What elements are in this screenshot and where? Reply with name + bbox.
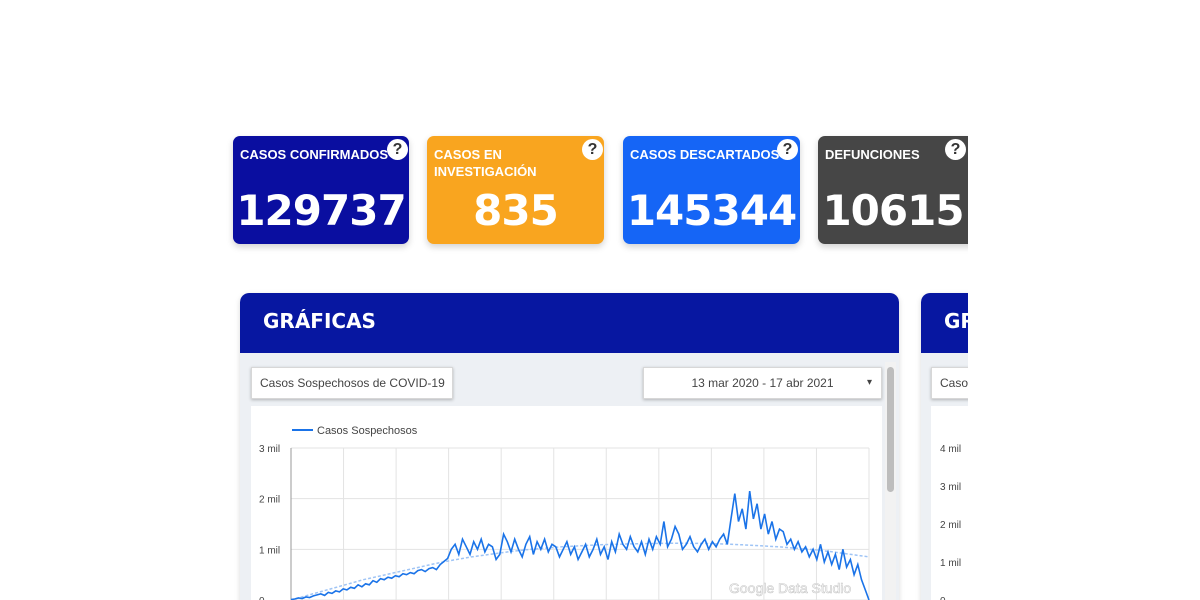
card-confirmed-cases: CASOS CONFIRMADOS ? 129737 <box>233 136 409 244</box>
y-tick-label: 2 mil <box>259 495 280 506</box>
y-tick-label: 1 mil <box>259 545 280 556</box>
metric-selector-value: Caso <box>940 376 968 390</box>
dashboard-viewport: CASOS CONFIRMADOS ? 129737 CASOS EN INVE… <box>233 136 968 600</box>
y-tick-label: 1 mil <box>940 558 961 569</box>
panel-title: GR <box>944 309 968 333</box>
card-title: CASOS EN INVESTIGACIÓN <box>434 147 537 179</box>
chart-area-secondary: 0 1 mil 2 mil 3 mil 4 mil <box>931 406 968 600</box>
watermark-text: Google Data Studio <box>729 580 851 596</box>
card-title: DEFUNCIONES <box>825 147 920 162</box>
metric-selector-value: Casos Sospechosos de COVID-19 <box>260 376 445 390</box>
dropdown-arrow-icon: ▾ <box>866 377 872 388</box>
panel-header: GRÁFICAS <box>240 293 899 353</box>
panel-header: GR <box>921 293 968 353</box>
card-value: 129737 <box>236 186 406 235</box>
card-value: 835 <box>473 186 559 235</box>
y-tick-label: 3 mil <box>940 482 961 493</box>
card-title: CASOS CONFIRMADOS <box>240 147 389 162</box>
scrollbar-thumb[interactable] <box>887 367 894 492</box>
y-tick-label: 4 mil <box>940 444 961 455</box>
card-title: CASOS DESCARTADOS <box>630 147 780 162</box>
chart-trend-line <box>290 542 870 600</box>
card-deaths: DEFUNCIONES ? 10615 <box>818 136 968 244</box>
vertical-scrollbar[interactable] <box>885 362 896 600</box>
y-tick-label: 0 <box>259 596 265 600</box>
chart-series-line <box>290 490 870 600</box>
y-tick-label: 3 mil <box>259 444 280 455</box>
card-value: 145344 <box>626 186 797 235</box>
y-tick-label: 2 mil <box>940 520 961 531</box>
metric-selector-secondary[interactable]: Caso <box>931 367 968 399</box>
legend-label: Casos Sospechosos <box>317 425 418 437</box>
chart-area: 0 1 mil 2 mil 3 mil Casos Sospechosos Googl… <box>251 406 882 600</box>
help-icon[interactable]: ? <box>387 139 408 160</box>
card-investigation-cases: CASOS EN INVESTIGACIÓN ? 835 <box>427 136 604 244</box>
secondary-chart: 0 1 mil 2 mil 3 mil 4 mil <box>940 444 961 600</box>
suspected-cases-chart: 0 1 mil 2 mil 3 mil Casos Sospechosos Googl… <box>259 425 870 600</box>
card-discarded-cases: CASOS DESCARTADOS ? 145344 <box>623 136 800 244</box>
help-icon[interactable]: ? <box>582 139 603 160</box>
date-range-value: 13 mar 2020 - 17 abr 2021 <box>691 376 834 390</box>
y-tick-label: 0 <box>940 596 946 600</box>
help-icon[interactable]: ? <box>945 139 966 160</box>
panel-title: GRÁFICAS <box>263 309 376 333</box>
help-icon[interactable]: ? <box>777 139 798 160</box>
card-value: 10615 <box>822 186 964 235</box>
metric-selector[interactable]: Casos Sospechosos de COVID-19 <box>251 367 453 399</box>
date-range-selector[interactable]: 13 mar 2020 - 17 abr 2021 ▾ <box>643 367 882 399</box>
